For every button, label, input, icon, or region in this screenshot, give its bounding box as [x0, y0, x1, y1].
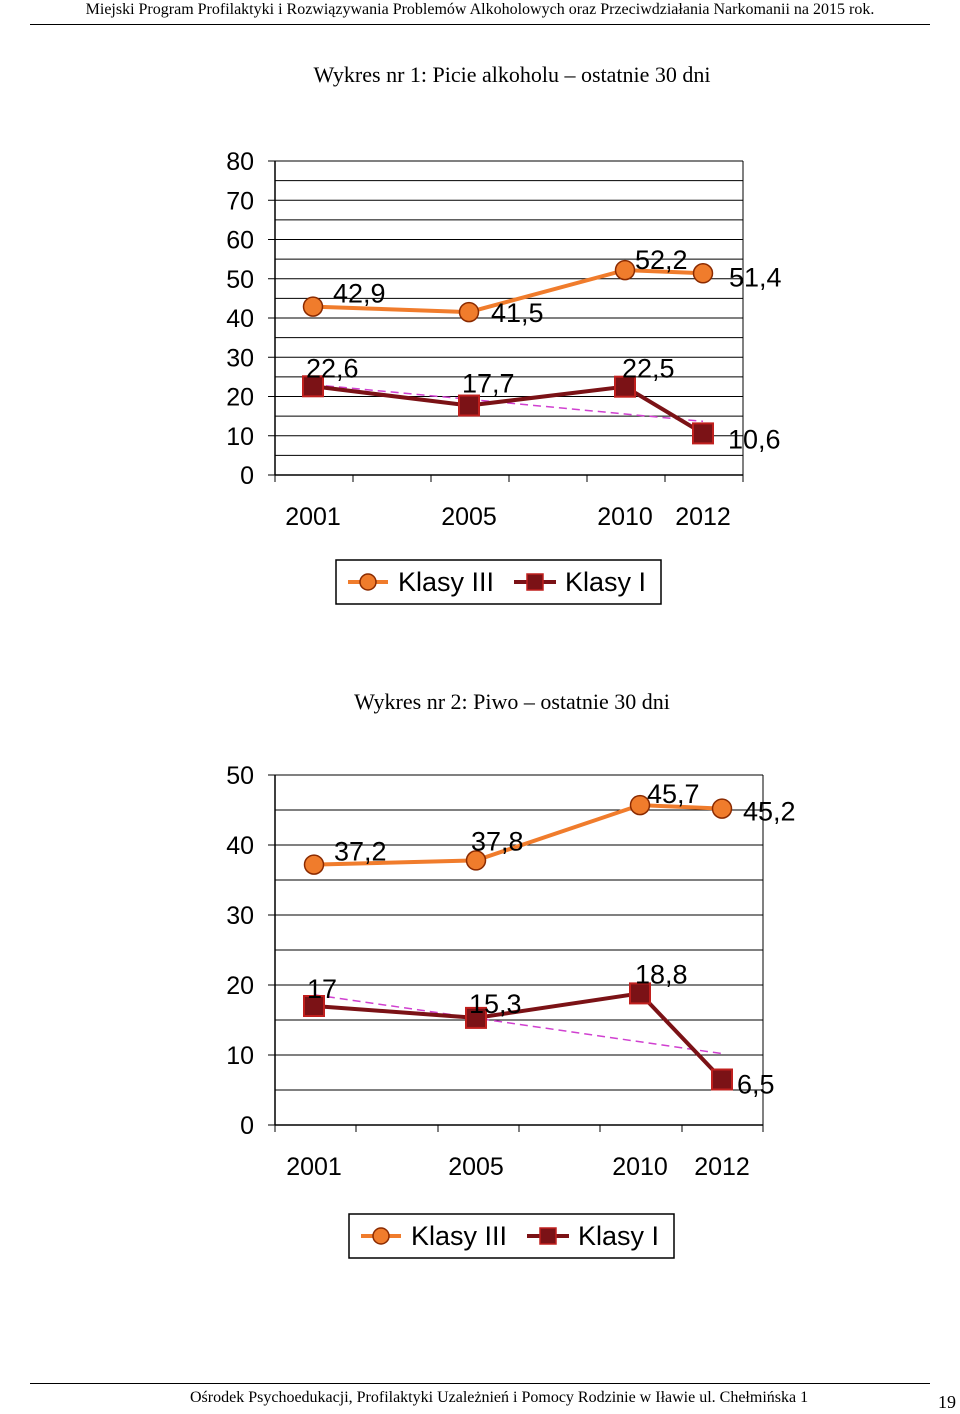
legend-marker-klasy-iii: [372, 1227, 390, 1245]
y-tick-label: 10: [226, 423, 254, 451]
x-tick-label: 2012: [694, 1153, 750, 1181]
data-point-klasy-iii: [303, 854, 325, 875]
x-tick-label: 2001: [286, 1153, 342, 1181]
data-point-klasy-iii: [302, 296, 324, 317]
chart-1: 0 10 20 30 40 50 60 70 80 2001 2005 2010 2012 42,9 41,…: [226, 148, 782, 605]
y-tick-label: 70: [226, 187, 254, 215]
data-point-klasy-iii: [629, 794, 651, 816]
data-point-klasy-i: [711, 1068, 733, 1091]
x-tick-label: 2001: [285, 503, 341, 531]
data-point-klasy-i: [629, 982, 651, 1005]
header-divider: [30, 24, 930, 25]
legend-box: [348, 1213, 675, 1259]
y-tick-label: 30: [226, 344, 254, 372]
series-line-klasy-iii: [313, 803, 723, 867]
legend-label-klasy-i: Klasy I: [565, 567, 646, 597]
data-label: 42,9: [333, 279, 386, 309]
page-number: 19: [938, 1392, 956, 1412]
legend-label-klasy-i: Klasy I: [578, 1221, 659, 1251]
y-tick-label: 10: [226, 1042, 254, 1070]
y-tick-label: 60: [226, 227, 254, 255]
data-point-klasy-i: [303, 995, 325, 1017]
series-line-klasy-iii: [312, 268, 704, 315]
data-point-klasy-iii: [458, 301, 480, 323]
data-point-klasy-iii: [614, 259, 636, 281]
data-label: 51,4: [729, 262, 782, 292]
x-tick-label: 2010: [597, 503, 653, 531]
x-tick-label: 2005: [441, 503, 497, 531]
y-tick-label: 40: [226, 305, 254, 333]
legend-marker-klasy-i: [526, 573, 544, 591]
data-point-klasy-i: [458, 394, 480, 417]
series-line-klasy-i: [313, 991, 724, 1081]
data-label: 6,5: [737, 1070, 775, 1100]
data-label: 17,7: [462, 369, 515, 399]
y-tick-label: 0: [240, 1112, 254, 1140]
y-tick-label: 20: [226, 384, 254, 412]
x-tick-label: 2005: [448, 1153, 504, 1181]
data-label: 52,2: [635, 245, 688, 275]
data-label: 22,6: [306, 353, 359, 383]
page-header: Miejski Program Profilaktyki i Rozwiązyw…: [85, 1, 875, 18]
data-point-klasy-iii: [711, 798, 733, 819]
legend-marker-klasy-iii: [359, 573, 377, 591]
chart-2: 0 10 20 30 40 50 2001 2005 2010 2012 37,2 37,8 45,7 4…: [226, 762, 796, 1259]
chart-2-title: Wykres nr 2: Piwo – ostatnie 30 dni: [354, 689, 670, 714]
data-label: 17: [307, 974, 337, 1004]
data-point-klasy-i: [692, 422, 714, 445]
data-label: 22,5: [622, 354, 675, 384]
data-point-klasy-iii: [692, 263, 714, 284]
data-label: 37,8: [471, 826, 524, 856]
series-line-klasy-i: [312, 384, 705, 436]
chart-1-title: Wykres nr 1: Picie alkoholu – ostatnie 3…: [313, 62, 711, 87]
data-point-klasy-i: [614, 375, 636, 398]
data-label: 18,8: [635, 959, 688, 989]
data-label: 41,5: [491, 298, 544, 328]
page-footer: Ośrodek Psychoedukacji, Profilaktyki Uza…: [190, 1389, 809, 1406]
data-point-klasy-iii: [465, 850, 487, 871]
legend-label-klasy-iii: Klasy III: [398, 567, 494, 597]
y-tick-label: 40: [226, 832, 254, 860]
y-tick-label: 30: [226, 902, 254, 930]
data-label: 45,7: [647, 779, 700, 809]
legend-label-klasy-iii: Klasy III: [411, 1221, 507, 1251]
y-tick-label: 80: [226, 148, 254, 176]
footer-divider: [30, 1383, 930, 1384]
legend-box: [335, 559, 662, 605]
data-label: 10,6: [728, 424, 781, 454]
data-point-klasy-i: [465, 1006, 487, 1029]
y-tick-label: 50: [226, 762, 254, 790]
x-tick-label: 2010: [612, 1153, 668, 1181]
legend-marker-klasy-i: [539, 1227, 557, 1245]
trendline-klasy-i: [312, 383, 704, 423]
data-label: 15,3: [469, 989, 522, 1019]
y-tick-label: 50: [226, 266, 254, 294]
data-point-klasy-i: [302, 375, 324, 398]
trendline-klasy-i: [313, 994, 723, 1055]
y-tick-label: 20: [226, 972, 254, 1000]
data-label: 45,2: [743, 797, 796, 827]
data-label: 37,2: [334, 837, 387, 867]
y-tick-label: 0: [240, 462, 254, 490]
x-tick-label: 2012: [675, 503, 731, 531]
